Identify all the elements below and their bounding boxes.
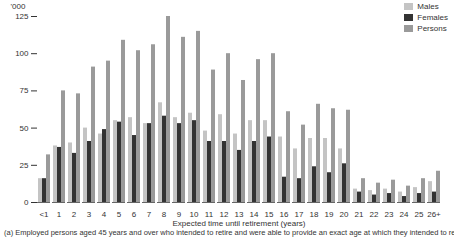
svg-text:'000: '000 (11, 2, 26, 11)
svg-text:17: 17 (294, 210, 304, 220)
svg-text:19: 19 (325, 210, 334, 219)
svg-text:26+: 26+ (427, 210, 441, 219)
svg-text:Expected time until retirement: Expected time until retirement (years) (173, 219, 306, 228)
html-text:Females: Females (417, 13, 448, 22)
html-text:Persons: Persons (417, 24, 447, 33)
svg-text:5: 5 (117, 210, 122, 219)
svg-text:11: 11 (204, 210, 214, 220)
html-text:Males: Males (417, 2, 439, 11)
svg-text:100: 100 (15, 49, 29, 58)
svg-text:14: 14 (249, 210, 259, 220)
svg-text:25: 25 (415, 210, 424, 219)
svg-text:6: 6 (132, 210, 137, 219)
svg-text:23: 23 (385, 210, 394, 219)
svg-text:12: 12 (219, 210, 229, 220)
svg-text:24: 24 (400, 210, 409, 219)
svg-text:4: 4 (102, 210, 107, 219)
svg-text:9: 9 (176, 210, 182, 220)
svg-text:8: 8 (162, 210, 167, 219)
svg-text:22: 22 (370, 210, 379, 219)
svg-text:0: 0 (24, 198, 29, 207)
svg-text:25: 25 (20, 161, 29, 170)
svg-text:15: 15 (264, 210, 274, 220)
svg-text:75: 75 (20, 86, 29, 95)
svg-text:50: 50 (20, 124, 29, 133)
svg-text:2: 2 (72, 210, 77, 219)
svg-text:1: 1 (57, 210, 62, 219)
svg-text:<1: <1 (39, 210, 49, 219)
svg-text:3: 3 (87, 210, 92, 219)
svg-text:125: 125 (15, 12, 29, 21)
svg-text:20: 20 (340, 210, 349, 219)
svg-text:18: 18 (310, 210, 319, 219)
svg-text:16: 16 (279, 210, 289, 220)
svg-text:7: 7 (147, 210, 152, 219)
svg-text:10: 10 (189, 210, 199, 220)
svg-text:13: 13 (234, 210, 244, 220)
svg-text:21: 21 (355, 210, 364, 219)
